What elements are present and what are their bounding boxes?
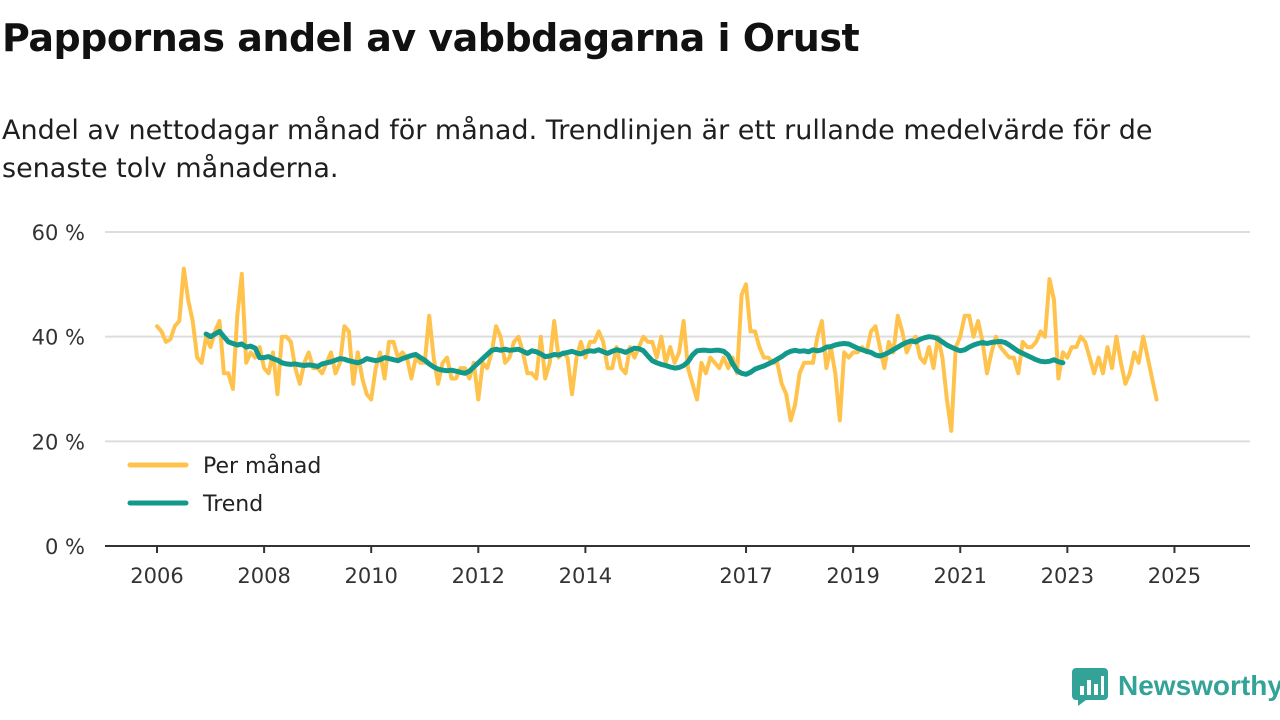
x-axis-ticks bbox=[156, 546, 1176, 553]
x-tick-label: 2025 bbox=[1148, 564, 1201, 588]
legend-label-per-manad: Per månad bbox=[203, 453, 321, 479]
y-tick-label: 0 % bbox=[45, 535, 85, 559]
chart-subtitle: Andel av nettodagar månad för månad. Tre… bbox=[2, 115, 1153, 184]
series-line-per-manad bbox=[155, 266, 1159, 433]
x-tick-label: 2019 bbox=[826, 564, 879, 588]
x-tick-label: 2014 bbox=[559, 564, 612, 588]
y-tick-label: 60 % bbox=[32, 221, 85, 245]
y-tick-label: 40 % bbox=[32, 326, 85, 350]
newsworthy-logo-icon bbox=[1072, 668, 1108, 706]
y-tick-label: 20 % bbox=[32, 430, 85, 454]
x-axis-labels: 2006 2008 2010 2012 2014 2017 2019 2021 2023 2025 bbox=[130, 564, 1201, 588]
x-tick-label: 2012 bbox=[452, 564, 505, 588]
x-tick-label: 2006 bbox=[130, 564, 183, 588]
y-axis-labels: 0 % 20 % 40 % 60 % bbox=[32, 221, 85, 559]
x-tick-label: 2017 bbox=[719, 564, 772, 588]
brand-name: Newsworthy bbox=[1118, 670, 1280, 701]
chart-title: Pappornas andel av vabbdagarna i Orust bbox=[2, 16, 860, 60]
newsworthy-logo: Newsworthy bbox=[1072, 666, 1280, 706]
x-tick-label: 2021 bbox=[934, 564, 987, 588]
gridlines bbox=[105, 231, 1250, 443]
x-tick-label: 2008 bbox=[237, 564, 290, 588]
legend: Per månad Trend bbox=[127, 453, 321, 517]
series-line-trend bbox=[203, 328, 1066, 377]
x-tick-label: 2010 bbox=[344, 564, 397, 588]
x-tick-label: 2023 bbox=[1041, 564, 1094, 588]
legend-label-trend: Trend bbox=[202, 492, 263, 517]
